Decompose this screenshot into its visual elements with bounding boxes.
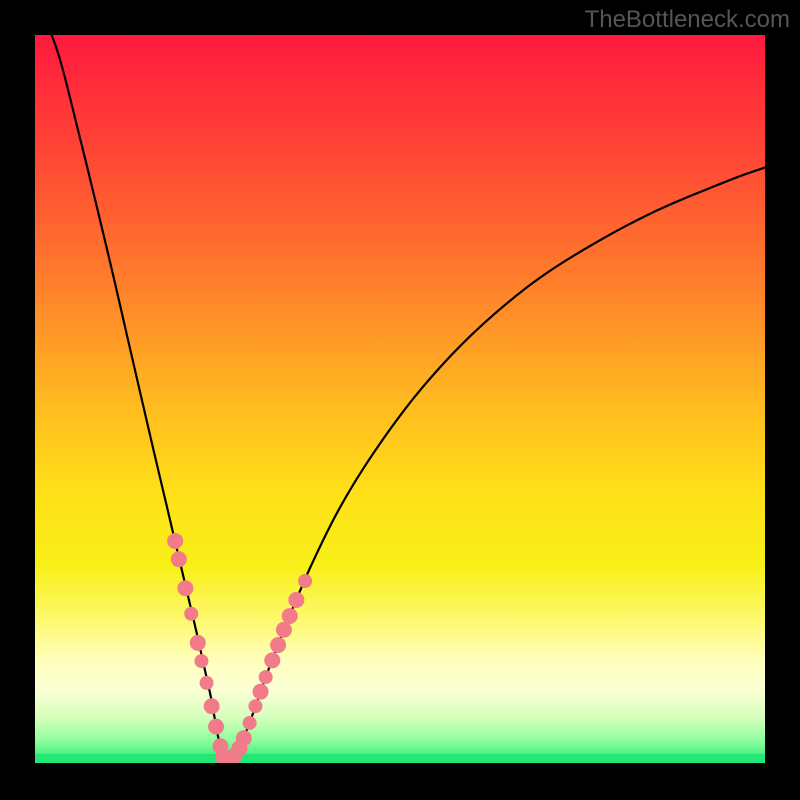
data-marker xyxy=(236,730,252,746)
data-marker xyxy=(270,637,286,653)
data-marker xyxy=(288,592,304,608)
data-marker xyxy=(177,580,193,596)
data-marker xyxy=(276,622,292,638)
data-markers xyxy=(167,533,312,771)
bottleneck-curve-right xyxy=(227,168,765,764)
data-marker xyxy=(200,676,214,690)
data-marker xyxy=(264,652,280,668)
data-marker xyxy=(243,716,257,730)
data-marker xyxy=(282,608,298,624)
data-marker xyxy=(259,670,273,684)
data-marker xyxy=(190,635,206,651)
data-marker xyxy=(167,533,183,549)
chart-svg xyxy=(0,0,800,800)
data-marker xyxy=(208,719,224,735)
watermark-text: TheBottleneck.com xyxy=(585,6,790,34)
data-marker xyxy=(204,698,220,714)
data-marker xyxy=(248,699,262,713)
data-marker xyxy=(171,551,187,567)
data-marker xyxy=(184,607,198,621)
data-marker xyxy=(194,654,208,668)
chart-container: TheBottleneck.com xyxy=(0,0,800,800)
data-marker xyxy=(253,684,269,700)
data-marker xyxy=(298,574,312,588)
